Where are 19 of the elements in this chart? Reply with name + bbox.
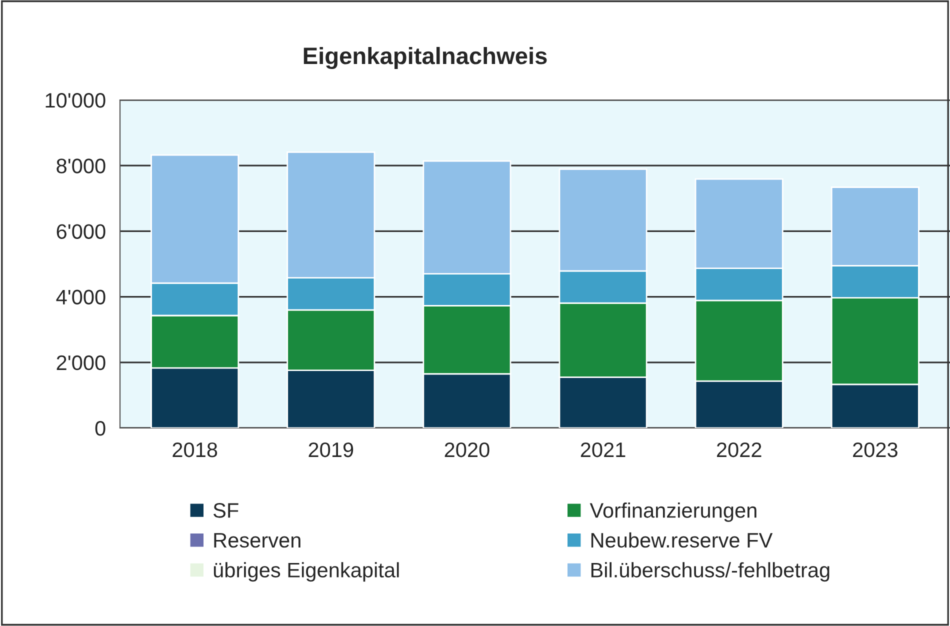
legend-label: Bil.überschuss/-fehlbetrag xyxy=(591,562,830,582)
x-tick-label: 2023 xyxy=(853,442,898,458)
legend-label: übriges Eigenkapital xyxy=(214,562,399,582)
x-tick-label: 2018 xyxy=(172,442,218,458)
y-tick-label: 0 xyxy=(95,421,106,436)
x-tick-label: 2022 xyxy=(716,442,762,458)
x-tick-label: 2019 xyxy=(308,442,354,458)
chart-title: Eigenkapitalnachweis xyxy=(304,46,547,70)
x-tick-label: 2021 xyxy=(580,442,626,458)
legend-label: Neubew.reserve FV xyxy=(591,532,773,548)
legend-label: SF xyxy=(213,503,238,518)
legend-label: Vorfinanzierungen xyxy=(590,502,756,522)
y-tick-label: 10'000 xyxy=(46,93,106,108)
x-tick-label: 2020 xyxy=(444,442,490,458)
y-tick-label: 6'000 xyxy=(56,224,106,239)
y-tick-label: 8'000 xyxy=(56,158,106,174)
legend-label: Reserven xyxy=(214,533,300,548)
y-tick-label: 2'000 xyxy=(56,355,106,370)
y-tick-label: 4'000 xyxy=(56,290,106,305)
